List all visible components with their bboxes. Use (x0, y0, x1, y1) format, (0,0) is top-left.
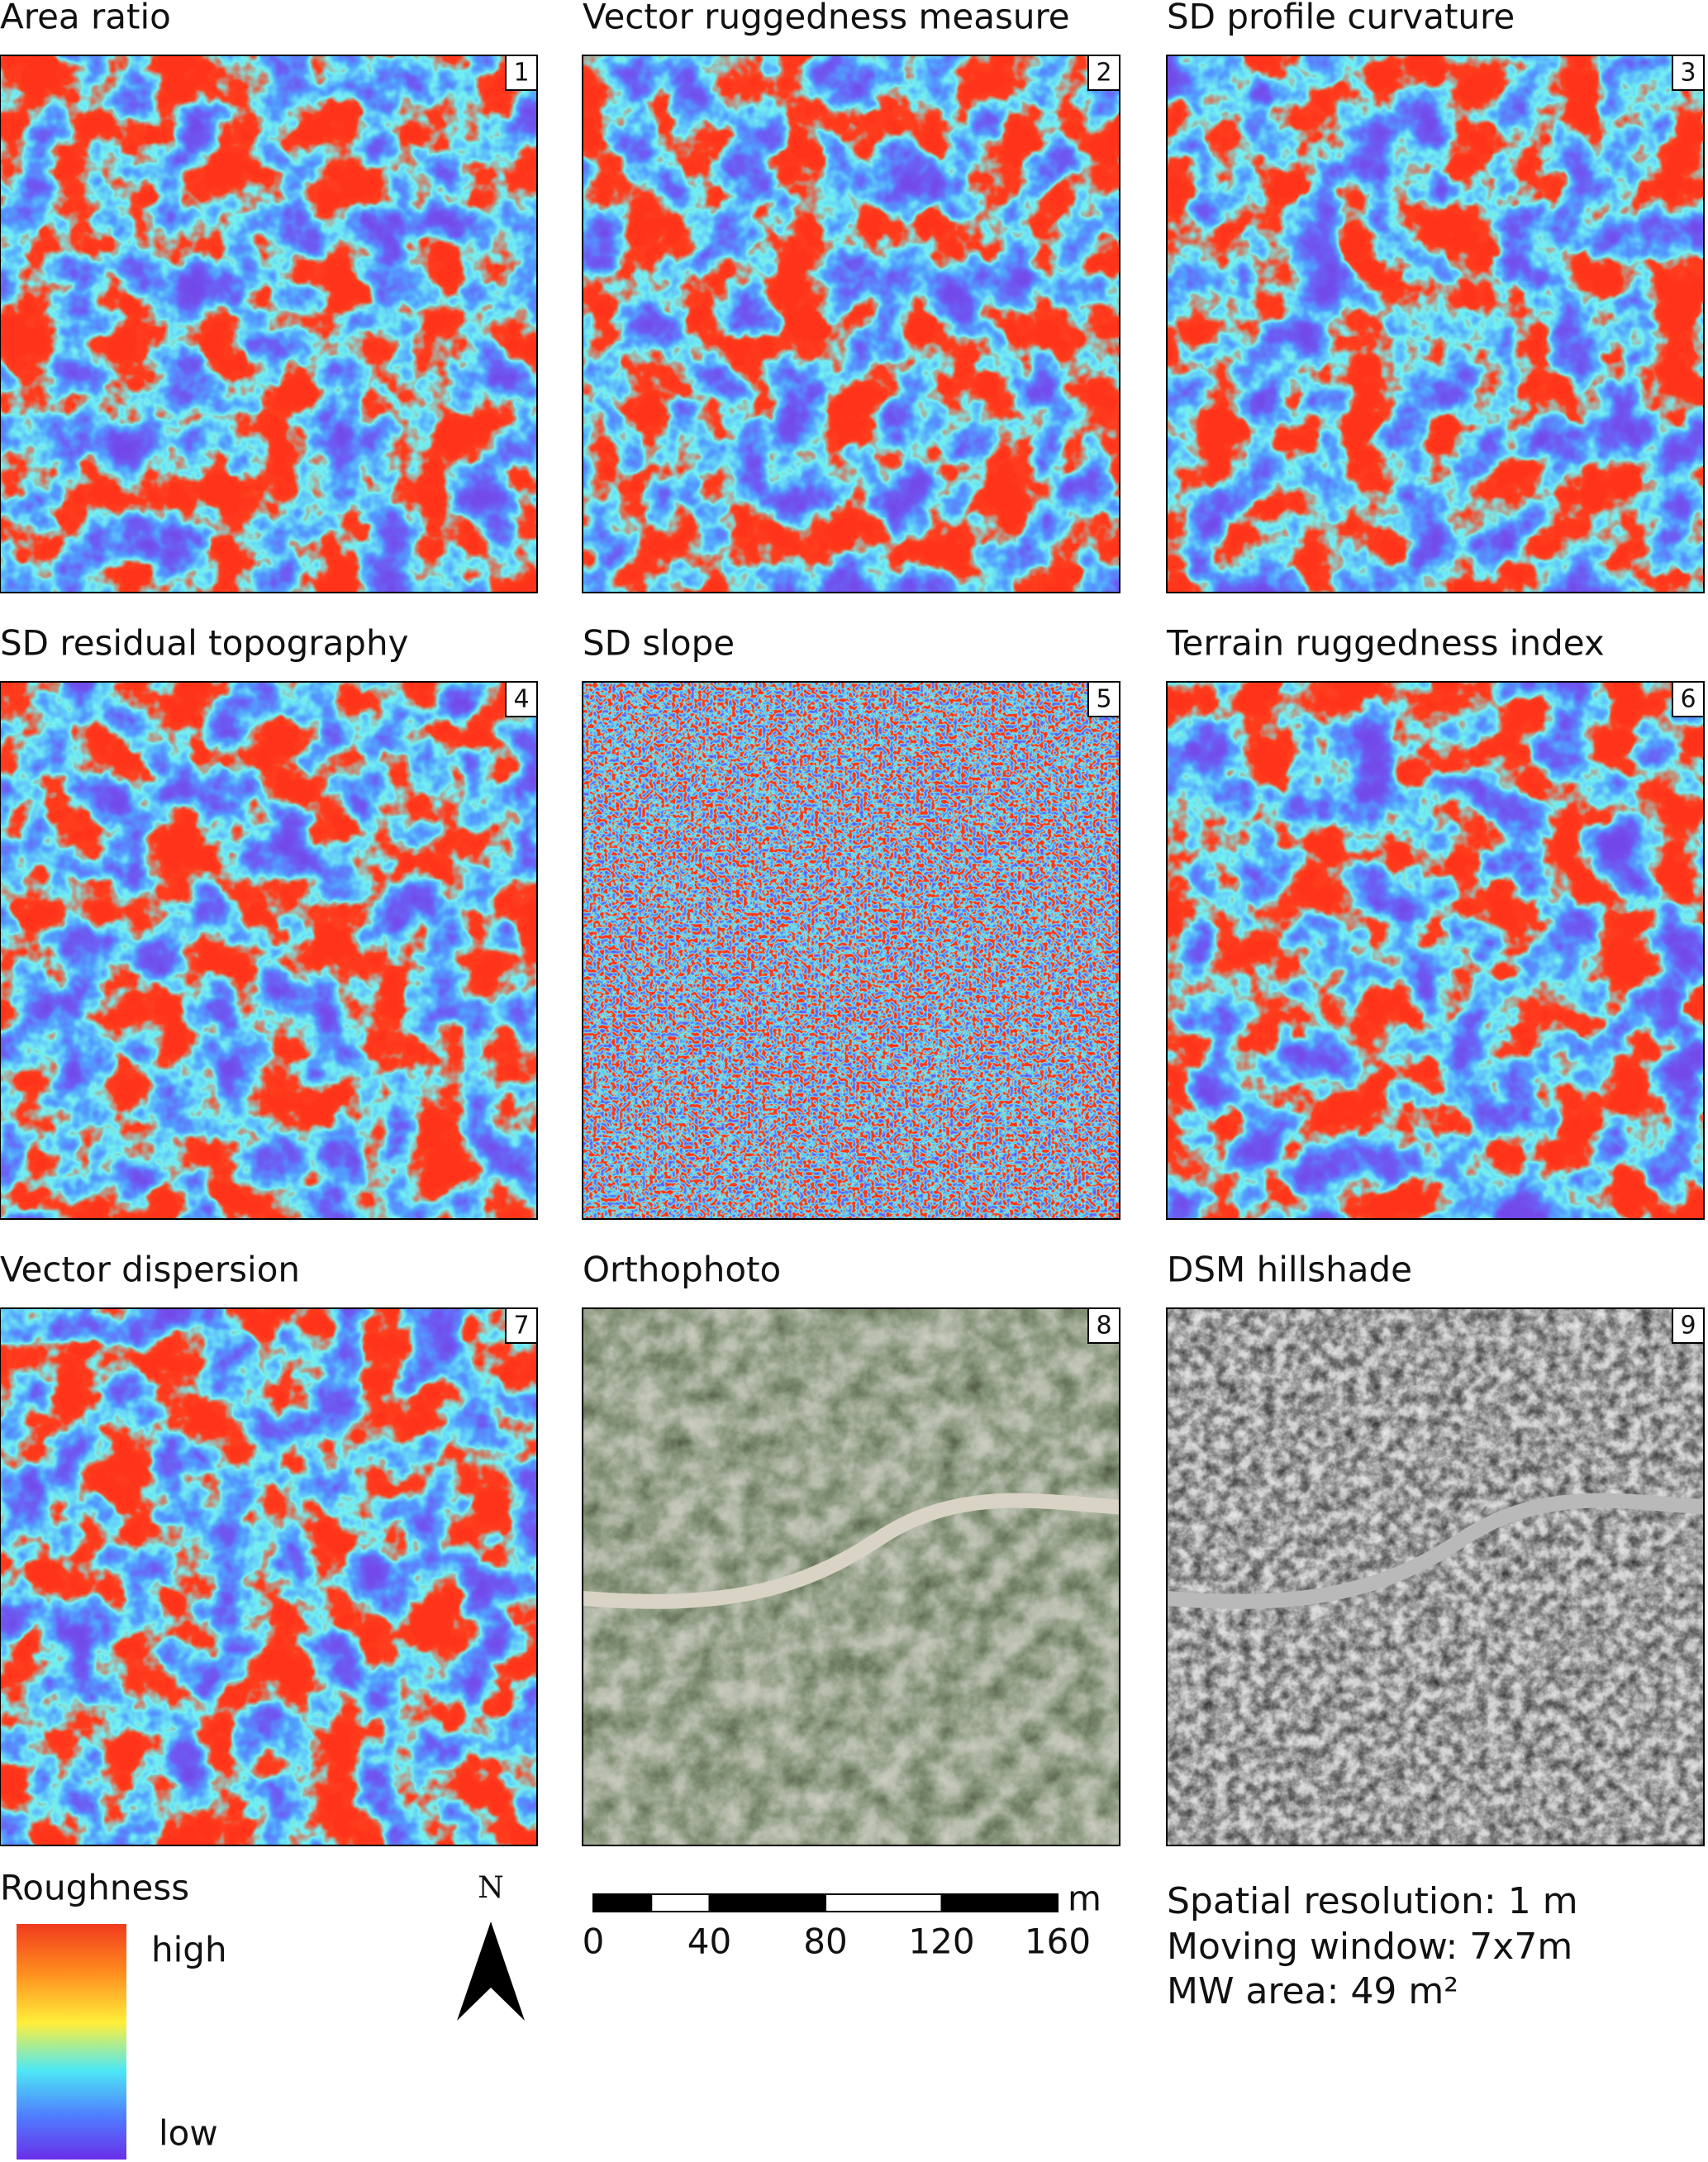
panel-number-box (1672, 1307, 1705, 1344)
panel-raster (0, 55, 537, 593)
panel-raster (0, 1308, 537, 1845)
note: Moving window: 7x7m (1167, 1926, 1572, 1968)
colorbar (17, 1924, 126, 2160)
panel-title: SD residual topography (0, 623, 408, 664)
panel-border (1166, 1307, 1705, 1846)
panel-title: Vector dispersion (0, 1250, 300, 1290)
panel-title: SD profile curvature (1167, 0, 1515, 37)
scale-label: 120 (908, 1922, 974, 1962)
panel-border (1166, 681, 1705, 1220)
panel-title: DSM hillshade (1167, 1250, 1412, 1290)
scale-segment (650, 1893, 711, 1912)
legend-high: high (151, 1930, 227, 1970)
north-label: N (478, 1871, 504, 1905)
road (582, 1493, 1120, 1609)
panel-title: SD slope (583, 623, 735, 664)
panel-title: Vector ruggedness measure (583, 0, 1070, 37)
note: Spatial resolution: 1 m (1167, 1880, 1578, 1922)
panel-number-box (1672, 681, 1705, 717)
panel-number-box (1672, 55, 1705, 91)
legend-low: low (159, 2113, 218, 2154)
panel-border (0, 1307, 538, 1846)
panel-number: 5 (1096, 685, 1111, 714)
panel-raster (1167, 1308, 1704, 1845)
panel-title: Orthophoto (583, 1250, 781, 1290)
panel-number-box (1087, 1307, 1120, 1344)
panel-number: 1 (513, 59, 529, 88)
panel-raster (1167, 55, 1704, 593)
panel-raster (583, 1308, 1120, 1845)
scale-unit: m (1068, 1879, 1101, 1919)
panel-raster (1167, 682, 1704, 1219)
panel-title: Terrain ruggedness index (1166, 623, 1605, 664)
panel-title: Area ratio (0, 0, 171, 37)
scale-segment (940, 1893, 1059, 1912)
panel-number: 6 (1680, 685, 1696, 714)
panel-border (0, 681, 538, 1220)
panel-number-box (505, 55, 538, 91)
scale-segment (708, 1893, 826, 1912)
panel-border (1166, 55, 1705, 593)
north-arrow (457, 1922, 525, 2021)
panel-raster (583, 55, 1120, 593)
panel-number: 4 (513, 685, 529, 714)
panel-border (582, 55, 1120, 593)
note: MW area: 49 m² (1167, 1970, 1458, 2012)
panel-number-box (1087, 681, 1120, 717)
scale-label: 80 (803, 1922, 847, 1962)
panel-number: 2 (1096, 59, 1111, 88)
panel-border (582, 1307, 1120, 1846)
panel-border (582, 681, 1120, 1220)
panel-number: 3 (1680, 59, 1696, 88)
scale-segment (825, 1893, 943, 1912)
scale-label: 0 (583, 1922, 605, 1962)
road (1166, 1493, 1705, 1609)
panel-raster (583, 682, 1120, 1219)
scale-label: 40 (687, 1922, 731, 1962)
panel-border (0, 55, 538, 593)
panel-number-box (505, 681, 538, 717)
panel-number: 7 (513, 1312, 529, 1341)
panel-number-box (505, 1307, 538, 1344)
legend-title: Roughness (0, 1868, 189, 1908)
panel-number: 9 (1680, 1312, 1696, 1341)
scale-label: 160 (1025, 1922, 1091, 1962)
panel-number-box (1087, 55, 1120, 91)
panel-raster (0, 682, 537, 1219)
panel-number: 8 (1096, 1312, 1111, 1341)
scale-segment (592, 1893, 653, 1912)
